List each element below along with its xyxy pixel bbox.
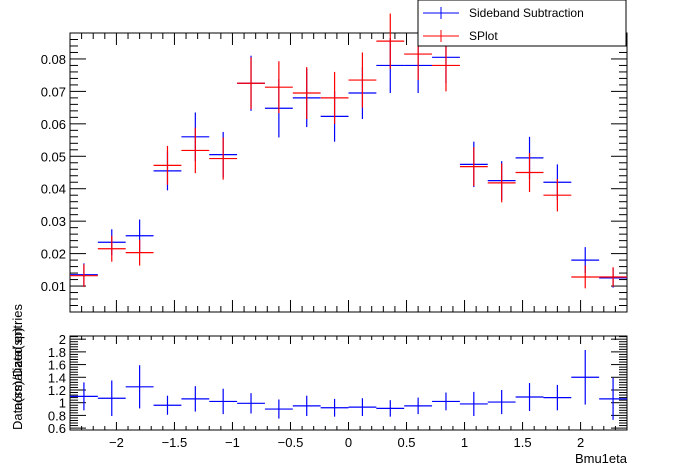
top-y-axis: 0.01 0.02 0.03 0.04 0.05 0.06 0.07 0.08 (41, 32, 627, 313)
top-y-axis-title: normalized entries (10, 304, 25, 411)
ratio-y-axis-title: Data(ss)/Data(sp) (10, 327, 25, 430)
top-y-tick-label: 0.04 (41, 182, 66, 197)
top-series-0 (70, 31, 627, 288)
ratio-x-tick-label: 1 (461, 435, 468, 450)
ratio-y-tick-label: 0.6 (48, 421, 66, 436)
top-series-1 (70, 13, 627, 289)
ratio-x-tick-label: 0 (345, 435, 352, 450)
ratio-y-tick-label: 1.4 (48, 370, 66, 385)
ratio-y-tick-label: 1.6 (48, 358, 66, 373)
legend: Sideband Subtraction SPlot (417, 0, 627, 47)
ratio-x-tick-label: 1.5 (514, 435, 532, 450)
ratio-x-tick-label: −2 (109, 435, 124, 450)
top-y-tick-label: 0.01 (41, 279, 66, 294)
top-y-tick-label: 0.08 (41, 52, 66, 67)
ratio-plot-frame (69, 335, 628, 431)
top-y-tick-label: 0.07 (41, 84, 66, 99)
top-y-tick-label: 0.06 (41, 117, 66, 132)
ratio-x-axis: −2 −1.5 −1 −0.5 0 0.5 1 1.5 2 (69, 336, 628, 450)
ratio-y-tick-label: 1.8 (48, 345, 66, 360)
ratio-y-tick-label: 1 (59, 396, 66, 411)
ratio-y-tick-label: 0.8 (48, 408, 66, 423)
ratio-x-tick-label: 2 (577, 435, 584, 450)
ratio-x-tick-label: −0.5 (278, 435, 304, 450)
ratio-y-tick-label: 1.2 (48, 383, 66, 398)
ratio-series-0 (70, 349, 627, 420)
legend-label-splot: SPlot (469, 29, 498, 43)
top-y-tick-label: 0.03 (41, 214, 66, 229)
top-y-tick-label: 0.02 (41, 247, 66, 262)
ratio-series-group (70, 349, 627, 420)
ratio-x-tick-label: −1.5 (162, 435, 188, 450)
ratio-y-axis: 0.60.811.21.41.61.82 (48, 332, 627, 436)
top-y-tick-label: 0.05 (41, 149, 66, 164)
ratio-y-tick-label: 2 (59, 332, 66, 347)
top-series-group (70, 13, 627, 289)
legend-label-sideband: Sideband Subtraction (469, 6, 584, 20)
x-axis-title: Bmu1eta (575, 451, 628, 466)
ratio-x-tick-label: 0.5 (397, 435, 415, 450)
legend-box (417, 0, 627, 47)
ratio-x-tick-label: −1 (225, 435, 240, 450)
